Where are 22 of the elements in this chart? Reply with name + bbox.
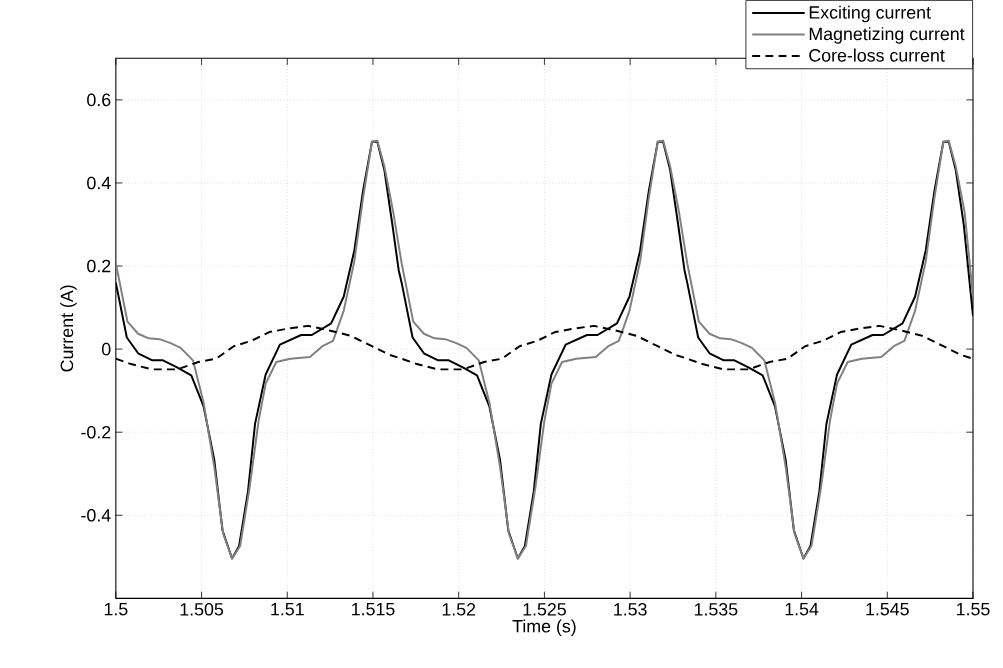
y-tick-label: 0 bbox=[101, 343, 111, 356]
x-tick-label: 1.53 bbox=[614, 603, 647, 616]
x-tick-label: 1.535 bbox=[694, 603, 738, 616]
y-tick-label: 0.6 bbox=[87, 93, 111, 107]
legend-label: Core-loss current bbox=[809, 48, 945, 62]
x-tick-label: 1.52 bbox=[442, 603, 476, 616]
x-tick-label: 1.54 bbox=[785, 603, 819, 616]
x-axis-title: Time (s) bbox=[512, 619, 576, 637]
legend-label: Exciting current bbox=[809, 5, 931, 23]
x-tick-label: 1.505 bbox=[180, 603, 224, 616]
legend-label: Magnetizing current bbox=[809, 27, 965, 44]
x-tick-label: 1.515 bbox=[352, 603, 395, 616]
x-tick-label: 1.51 bbox=[271, 603, 304, 616]
x-tick-label: 1.55 bbox=[957, 603, 990, 616]
y-tick-label: -0.2 bbox=[81, 426, 111, 439]
x-tick-label: 1.545 bbox=[866, 603, 909, 616]
x-tick-label: 1.5 bbox=[104, 603, 128, 616]
y-axis-title: Current (A) bbox=[60, 285, 77, 372]
x-tick-label: 1.525 bbox=[523, 603, 566, 616]
y-tick-label: 0.4 bbox=[87, 176, 111, 190]
y-tick-label: 0.2 bbox=[87, 259, 111, 273]
y-tick-label: -0.4 bbox=[81, 509, 111, 522]
